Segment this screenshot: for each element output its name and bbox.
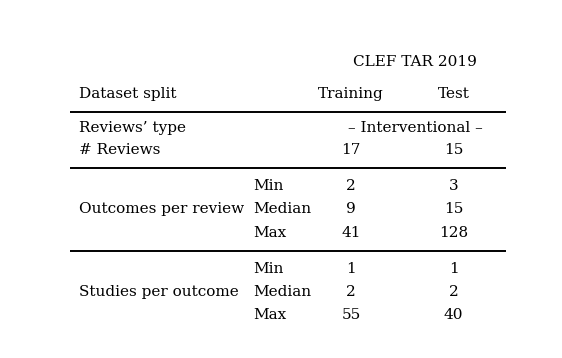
Text: Min: Min xyxy=(253,262,284,276)
Text: 15: 15 xyxy=(444,202,463,216)
Text: Max: Max xyxy=(253,226,287,240)
Text: 15: 15 xyxy=(444,144,463,158)
Text: Median: Median xyxy=(253,285,311,299)
Text: 3: 3 xyxy=(448,179,459,193)
Text: CLEF TAR 2019: CLEF TAR 2019 xyxy=(353,55,477,69)
Text: Max: Max xyxy=(253,308,287,322)
Text: 128: 128 xyxy=(439,226,468,240)
Text: Median: Median xyxy=(253,202,311,216)
Text: 9: 9 xyxy=(346,202,356,216)
Text: Min: Min xyxy=(253,179,284,193)
Text: 55: 55 xyxy=(342,308,361,322)
Text: Reviews’ type: Reviews’ type xyxy=(79,121,186,135)
Text: – Interventional –: – Interventional – xyxy=(348,121,483,135)
Text: 1: 1 xyxy=(448,262,459,276)
Text: 2: 2 xyxy=(448,285,459,299)
Text: 2: 2 xyxy=(346,285,356,299)
Text: # Reviews: # Reviews xyxy=(79,144,160,158)
Text: 40: 40 xyxy=(444,308,463,322)
Text: Outcomes per review: Outcomes per review xyxy=(79,202,244,216)
Text: Dataset split: Dataset split xyxy=(79,87,176,101)
Text: Test: Test xyxy=(438,87,469,101)
Text: Training: Training xyxy=(318,87,384,101)
Text: Studies per outcome: Studies per outcome xyxy=(79,285,239,299)
Text: 41: 41 xyxy=(342,226,361,240)
Text: 2: 2 xyxy=(346,179,356,193)
Text: 1: 1 xyxy=(346,262,356,276)
Text: 17: 17 xyxy=(342,144,361,158)
